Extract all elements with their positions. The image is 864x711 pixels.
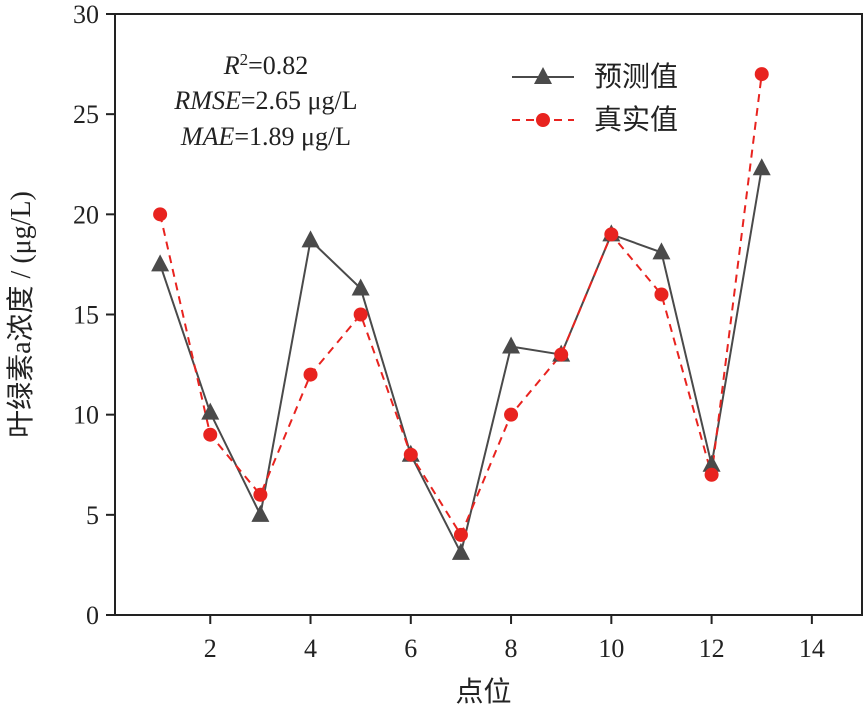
legend-marker-actual [536, 113, 550, 127]
data-point-triangle [451, 542, 470, 560]
rmse-annotation: RMSE=2.65 μg/L [173, 86, 357, 115]
x-tick-label: 6 [404, 634, 417, 663]
mae-annotation: MAE=1.89 μg/L [180, 122, 351, 151]
data-point-circle [203, 427, 218, 442]
data-point-circle [303, 367, 318, 382]
y-tick-label: 0 [86, 601, 99, 630]
x-tick-label: 8 [505, 634, 518, 663]
data-point-triangle [351, 278, 370, 296]
r2-annotation: R2=0.82 [223, 50, 309, 81]
legend-label-predicted: 预测值 [594, 61, 678, 93]
data-point-triangle [251, 504, 270, 522]
data-point-triangle [752, 158, 771, 176]
data-point-circle [704, 467, 719, 482]
data-point-triangle [301, 230, 320, 248]
x-axis-title: 点位 [455, 676, 511, 706]
y-tick-label: 20 [73, 200, 99, 229]
data-point-circle [453, 527, 468, 542]
data-point-triangle [702, 454, 721, 472]
data-point-circle [554, 347, 569, 362]
y-tick-label: 10 [73, 401, 99, 430]
data-point-circle [353, 307, 368, 322]
y-tick-label: 15 [73, 301, 99, 330]
statistics-annotation: R2=0.82 RMSE=2.65 μg/L MAE=1.89 μg/L [173, 50, 357, 152]
x-tick-label: 4 [304, 634, 317, 663]
data-point-triangle [502, 336, 521, 354]
x-tick-label: 10 [598, 634, 624, 663]
data-point-triangle [151, 254, 170, 272]
x-tick-label: 14 [799, 634, 825, 663]
data-point-circle [604, 227, 619, 242]
data-point-circle [403, 447, 418, 462]
x-tick-label: 2 [204, 634, 217, 663]
legend-label-actual: 真实值 [594, 104, 678, 136]
data-point-circle [504, 407, 519, 422]
x-tick-label: 12 [699, 634, 725, 663]
y-tick-label: 5 [86, 501, 99, 530]
legend-marker-predicted [534, 67, 552, 84]
y-tick-label: 25 [73, 100, 99, 129]
data-point-circle [253, 487, 268, 502]
data-point-circle [654, 287, 669, 302]
legend: 预测值 真实值 [512, 61, 678, 136]
series-line-0 [159, 168, 763, 556]
data-point-triangle [652, 242, 671, 260]
data-point-triangle [201, 402, 220, 420]
y-axis-title: 叶绿素a浓度 / (μg/L) [5, 191, 37, 438]
data-point-circle [153, 207, 168, 222]
y-tick-label: 30 [73, 0, 99, 29]
data-point-circle [754, 67, 769, 82]
